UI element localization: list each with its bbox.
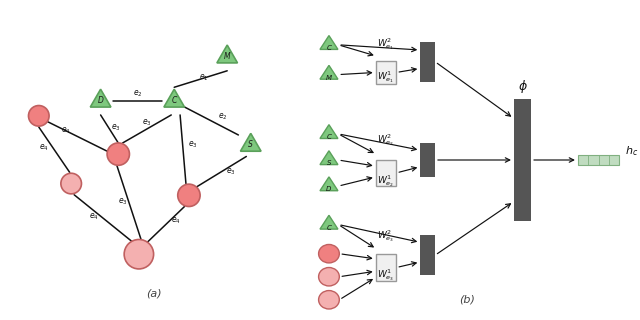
Text: C: C — [326, 134, 332, 140]
Bar — [376, 254, 396, 281]
Bar — [578, 155, 620, 165]
Bar — [420, 235, 435, 275]
Bar — [420, 143, 435, 177]
Text: C: C — [326, 225, 332, 231]
Circle shape — [319, 244, 339, 263]
Text: $e_3$: $e_3$ — [118, 197, 128, 207]
Text: $e_4$: $e_4$ — [171, 216, 180, 227]
Text: M: M — [326, 75, 332, 81]
Text: (b): (b) — [460, 294, 475, 304]
Polygon shape — [320, 125, 338, 139]
Text: $e_3$: $e_3$ — [189, 140, 198, 150]
Text: $e_4$: $e_4$ — [61, 125, 70, 136]
Text: $e_2$: $e_2$ — [218, 111, 227, 122]
Text: C: C — [172, 96, 177, 105]
Text: $W_{e_2}^{1}$: $W_{e_2}^{1}$ — [378, 172, 394, 188]
Text: D: D — [98, 96, 104, 105]
Text: $W_{e_3}^{1}$: $W_{e_3}^{1}$ — [378, 268, 394, 284]
Circle shape — [107, 143, 129, 165]
Text: $W_{e_1}^{2}$: $W_{e_1}^{2}$ — [378, 36, 394, 52]
Circle shape — [178, 184, 200, 206]
Polygon shape — [320, 177, 338, 191]
Polygon shape — [320, 65, 338, 79]
Bar — [376, 61, 396, 84]
Polygon shape — [164, 89, 184, 107]
Text: $e_4$: $e_4$ — [39, 143, 49, 154]
Text: $e_3$: $e_3$ — [142, 118, 152, 128]
Text: $e_2$: $e_2$ — [132, 89, 142, 99]
Polygon shape — [217, 45, 237, 63]
Text: $W_{e_3}^{2}$: $W_{e_3}^{2}$ — [378, 228, 394, 244]
Text: $\phi$: $\phi$ — [518, 78, 527, 95]
Bar — [514, 99, 531, 221]
Text: $W_{e_2}^{2}$: $W_{e_2}^{2}$ — [378, 132, 394, 148]
Text: $e_4$: $e_4$ — [89, 212, 99, 222]
Polygon shape — [241, 133, 261, 151]
Text: M: M — [224, 52, 230, 61]
Circle shape — [124, 239, 154, 269]
Polygon shape — [320, 151, 338, 164]
Bar — [420, 42, 435, 82]
Circle shape — [29, 106, 49, 126]
Text: $W_{e_1}^{1}$: $W_{e_1}^{1}$ — [378, 69, 394, 85]
Circle shape — [319, 291, 339, 309]
Polygon shape — [320, 36, 338, 49]
Text: $e_1$: $e_1$ — [200, 72, 209, 83]
Circle shape — [61, 173, 81, 194]
Text: S: S — [326, 160, 332, 166]
Circle shape — [319, 268, 339, 286]
Text: $h_c$: $h_c$ — [625, 145, 639, 158]
Text: (a): (a) — [146, 288, 161, 298]
Bar — [376, 160, 396, 186]
Polygon shape — [320, 215, 338, 229]
Polygon shape — [90, 89, 111, 107]
Text: S: S — [248, 140, 253, 149]
Text: $e_3$: $e_3$ — [226, 167, 236, 178]
Text: C: C — [326, 45, 332, 51]
Text: $e_3$: $e_3$ — [111, 122, 121, 133]
Text: D: D — [326, 186, 332, 192]
